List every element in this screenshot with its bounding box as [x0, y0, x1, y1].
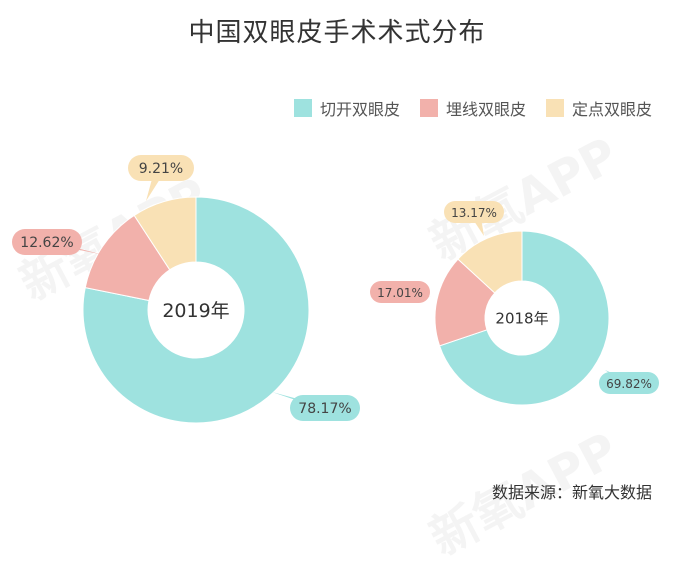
data-label: 17.01%	[370, 281, 431, 303]
data-label: 13.17%	[444, 201, 504, 236]
center-year-label: 2019年	[162, 300, 229, 322]
source-note: 数据来源：新氧大数据	[491, 483, 652, 502]
donut-slice	[133, 196, 197, 271]
donut-slice	[438, 230, 610, 406]
data-label: 78.17%	[272, 392, 360, 421]
donut-slice	[82, 196, 310, 424]
center-year-label: 2018年	[495, 309, 548, 327]
svg-text:17.01%: 17.01%	[377, 286, 423, 300]
legend-label: 切开双眼皮	[319, 100, 400, 119]
data-label: 9.21%	[128, 155, 194, 201]
svg-text:78.17%: 78.17%	[298, 401, 351, 417]
legend-label: 埋线双眼皮	[445, 100, 526, 119]
svg-text:13.17%: 13.17%	[451, 206, 497, 220]
legend-item: 切开双眼皮	[293, 96, 400, 120]
donut-slice	[457, 230, 523, 294]
legend-item: 定点双眼皮	[545, 96, 652, 120]
legend: 切开双眼皮 埋线双眼皮 定点双眼皮	[293, 96, 652, 120]
legend-swatch	[545, 99, 564, 117]
svg-text:12.62%: 12.62%	[20, 235, 73, 251]
data-label: 69.82%	[599, 370, 659, 394]
legend-swatch	[293, 99, 312, 117]
donut-charts: 78.17% 12.62% 9.21% 2019年 69.82% 17.01% 13.17%…	[12, 155, 659, 424]
legend-swatch	[419, 99, 438, 117]
legend-label: 定点双眼皮	[571, 100, 652, 119]
legend-item: 埋线双眼皮	[419, 96, 526, 120]
svg-text:69.82%: 69.82%	[606, 377, 652, 391]
svg-text:9.21%: 9.21%	[139, 161, 183, 177]
chart-title: 中国双眼皮手术术式分布	[188, 18, 486, 48]
data-label: 12.62%	[12, 229, 104, 255]
